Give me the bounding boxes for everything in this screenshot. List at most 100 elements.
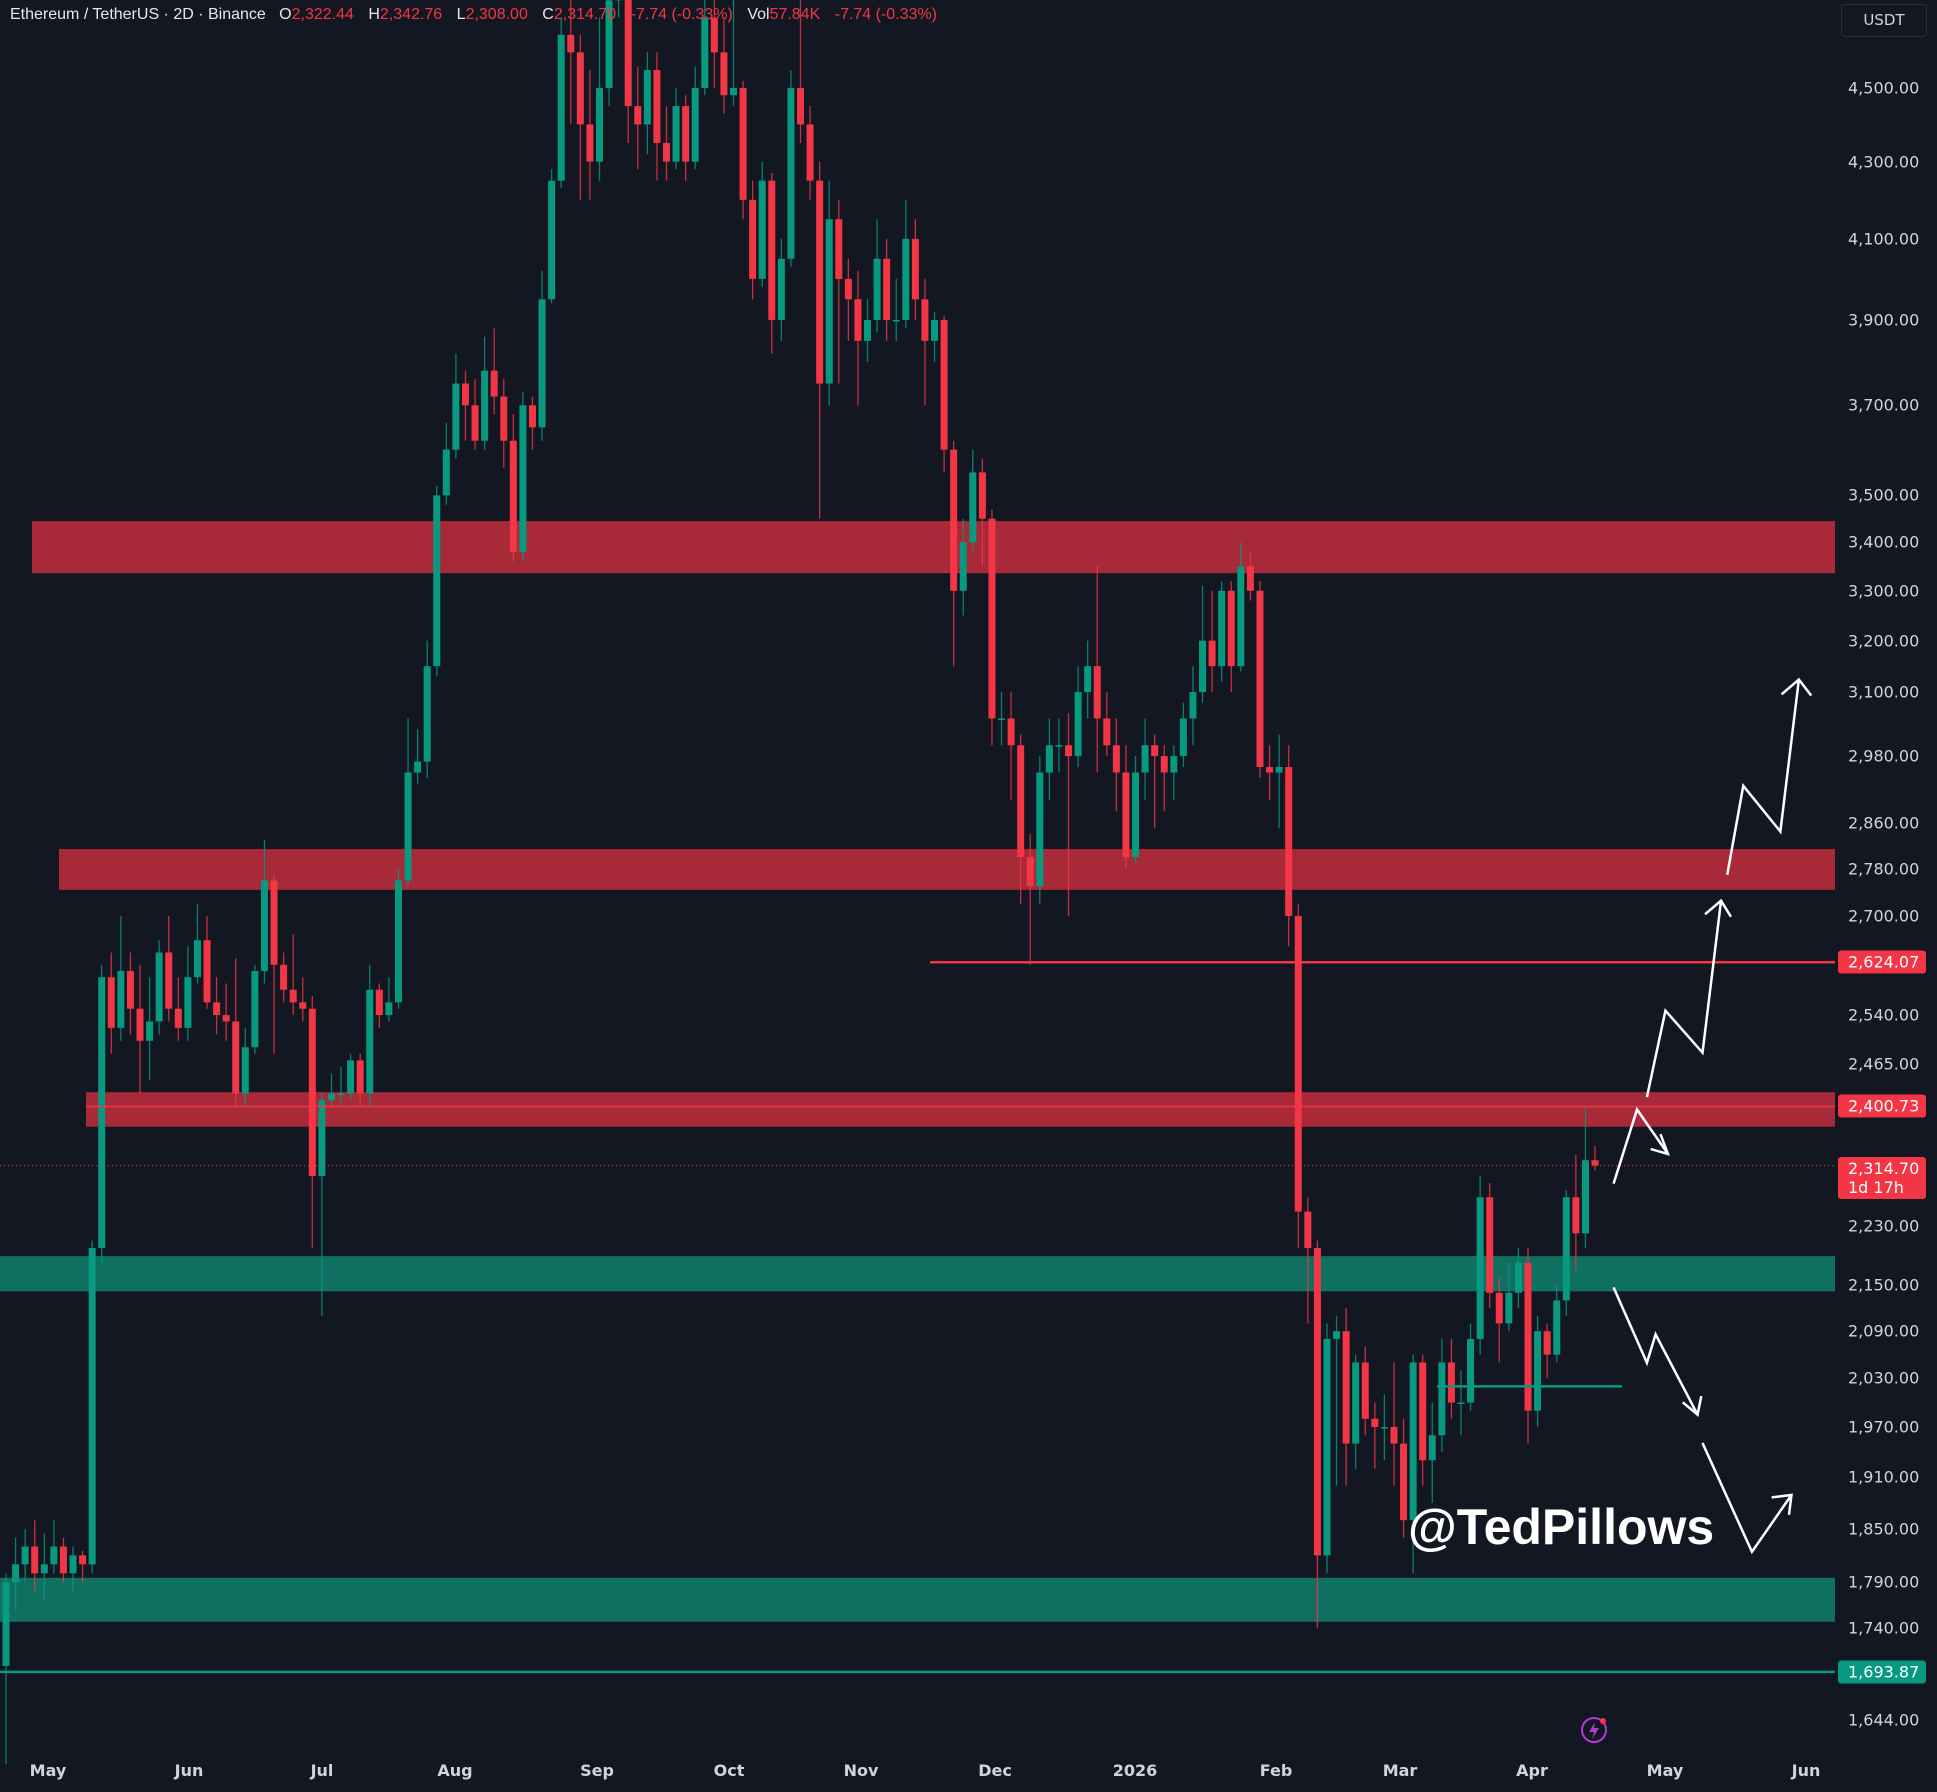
candle-body (1534, 1331, 1542, 1411)
candle-body (892, 319, 900, 322)
candle (557, 17, 565, 189)
candle-body (528, 405, 536, 428)
candle-body (1112, 745, 1120, 773)
candle (1007, 692, 1015, 801)
price-tick: 3,100.00 (1848, 682, 1920, 702)
candle (222, 983, 230, 1041)
candle-body (586, 124, 594, 162)
candle (280, 952, 288, 1003)
candle (79, 1550, 87, 1583)
bar-countdown: 1d 17h (1848, 1177, 1904, 1197)
candle-body (385, 1002, 393, 1016)
candle (184, 946, 192, 1041)
candle (1313, 1240, 1321, 1629)
candle (624, 0, 632, 143)
candle (1199, 585, 1207, 703)
candle-body (557, 34, 565, 181)
open-label: O (279, 6, 292, 23)
candle (1074, 666, 1082, 768)
candle-body (481, 370, 489, 441)
candle (356, 1053, 364, 1107)
candle-body (873, 258, 881, 320)
time-tick: May (29, 1761, 67, 1780)
lines-layer (0, 961, 1835, 1674)
candle (461, 370, 469, 441)
candle (241, 1027, 249, 1107)
candle (107, 952, 115, 1054)
candle-body (1141, 745, 1149, 773)
time-tick: Sep (580, 1761, 614, 1780)
time-tick: Jun (1791, 1761, 1821, 1780)
price-tick: 1,970.00 (1848, 1417, 1920, 1437)
symbol-title: Ethereum / TetherUS · 2D · Binance (10, 6, 266, 23)
candle (701, 0, 709, 96)
candle (1534, 1315, 1542, 1428)
candle-body (691, 88, 699, 162)
candle (816, 161, 824, 519)
candle (1237, 542, 1245, 672)
candle (165, 916, 173, 1022)
volume-change: -7.74 (-0.33%) (834, 6, 937, 23)
candle-body (509, 440, 517, 552)
last-price: 2,314.70 (1848, 1158, 1920, 1178)
candle (500, 379, 508, 468)
candle-body (701, 17, 709, 88)
price-tick: 1,850.00 (1848, 1519, 1920, 1539)
candle-body (682, 106, 690, 162)
candle-body (959, 542, 967, 591)
resistance-zone (32, 521, 1835, 574)
candle (1304, 1197, 1312, 1324)
candle-body (1476, 1197, 1484, 1339)
candle-body (595, 88, 603, 162)
candle-body (1179, 718, 1187, 757)
candle (1467, 1323, 1475, 1411)
candle-body (749, 199, 757, 279)
candle-body (969, 472, 977, 543)
candle-body (797, 88, 804, 125)
candle (605, 0, 613, 107)
candle (174, 977, 182, 1041)
time-tick: Mar (1382, 1761, 1418, 1780)
candle-body (548, 180, 556, 300)
candle (136, 964, 144, 1094)
candle-body (519, 405, 527, 552)
candle-body (1237, 566, 1245, 667)
candle-body (366, 989, 374, 1094)
candle (423, 640, 431, 779)
time-tick: Apr (1516, 1761, 1548, 1780)
candle-body (394, 880, 402, 1003)
candle-body (864, 319, 872, 341)
candle-body (1093, 666, 1101, 719)
annotation-arrows (1612, 677, 1813, 1555)
support-price-label: 1,693.87 (1838, 1660, 1926, 1684)
candle-body (327, 1093, 335, 1101)
candle-body (318, 1100, 326, 1176)
candle-body (356, 1060, 364, 1094)
candle-body (998, 718, 1006, 720)
candle-body (1438, 1362, 1446, 1436)
time-tick: Jun (174, 1761, 204, 1780)
candle (864, 299, 872, 363)
candle (50, 1520, 58, 1574)
candle-body (1304, 1211, 1312, 1249)
candle (672, 88, 680, 170)
arrow-stroke (1701, 1442, 1793, 1555)
candle (1495, 1277, 1503, 1363)
candle (1581, 1106, 1589, 1249)
candle (1285, 745, 1293, 947)
currency-button[interactable]: USDT (1841, 4, 1927, 37)
candle-body (1581, 1160, 1589, 1234)
open-value: 2,322.44 (291, 6, 354, 23)
candle-body (758, 180, 766, 279)
candle-body (1275, 767, 1283, 773)
candle-body (1036, 772, 1044, 887)
tradingview-logo-icon[interactable] (1579, 1715, 1609, 1745)
candle (59, 1537, 67, 1583)
price-tick: 4,300.00 (1848, 152, 1920, 172)
candle-body (59, 1546, 67, 1574)
candle (1543, 1323, 1551, 1379)
candle-body (40, 1564, 48, 1574)
candle-body (902, 238, 910, 320)
candle (1189, 666, 1197, 746)
